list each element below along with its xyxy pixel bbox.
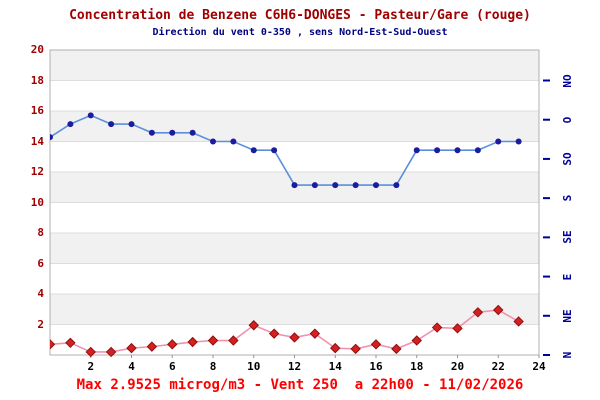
y-axis-label: 4 [37,287,44,300]
wind-point [189,129,196,136]
benzene-point [207,335,219,346]
benzene-point [289,332,300,343]
benzene-point [330,342,341,354]
compass-label: S [561,194,574,202]
y-axis-label: 2 [37,317,44,331]
wind-direction-series [50,112,522,189]
x-axis-label: 10 [247,360,261,373]
benzene-point [167,339,178,350]
benzene-point [472,307,484,318]
wind-point [413,147,420,154]
wind-point [50,134,53,141]
benzene-point [513,316,524,327]
y-axis-label: 8 [37,226,44,239]
benzene-point [268,328,280,339]
compass-label: SO [561,152,574,166]
x-axis-label: 14 [328,360,342,373]
wind-point [87,112,94,119]
x-axis-label: 12 [287,360,302,373]
benzene-point [146,341,158,352]
wind-point [454,147,461,154]
wind-point [352,182,359,189]
wind-point [250,147,257,154]
wind-point [108,121,115,128]
y-axis-label: 10 [30,195,44,209]
wind-point [271,147,278,154]
wind-point [169,129,176,136]
benzene-point [228,335,239,346]
benzene-point [65,337,76,349]
benzene-point [431,322,443,333]
y-axis-label: 20 [30,43,44,56]
wind-point [67,121,74,128]
benzene-series [50,304,524,358]
wind-point [230,138,237,145]
x-axis-label: 6 [168,360,176,373]
wind-point [373,182,379,189]
wind-point [393,182,400,189]
compass-label: O [561,116,574,124]
wind-point [434,147,441,154]
chart-subtitle: Direction du vent 0-350 , sens Nord-Est-… [152,27,448,38]
x-axis-label: 18 [410,360,424,373]
wind-point [515,138,522,145]
benzene-point [391,343,402,355]
benzene-point [350,343,361,355]
benzene-point [187,336,198,348]
compass-label: E [561,273,574,280]
compass-label: NO [561,73,574,88]
benzene-point [493,304,504,316]
benzene-point [50,339,56,350]
compass-label: N [561,351,574,359]
y-axis-label: 14 [30,134,44,148]
benzene-point [105,346,117,358]
wind-point [311,182,318,189]
x-axis-label: 24 [532,360,546,373]
benzene-point [370,339,382,350]
chart-title: Concentration de Benzene C6H6-DONGES - P… [69,8,531,23]
compass-label: SE [561,230,574,244]
benzene-point [85,346,96,358]
wind-point [210,138,216,145]
wind-point [148,129,155,136]
y-axis-label: 6 [37,256,44,270]
wind-point [474,147,481,154]
x-axis-label: 16 [369,360,383,373]
max-annotation: Max 2.9525 microg/m3 - Vent 250 a 22h00 … [76,377,524,393]
benzene-point [309,328,321,339]
wind-point [291,182,298,189]
y-axis-label: 18 [30,73,44,87]
y-axis-label: 12 [30,165,44,178]
x-axis-label: 2 [87,360,95,373]
wind-point [332,182,339,189]
x-axis-label: 4 [128,360,135,373]
x-axis-label: 20 [450,360,465,373]
benzene-point [126,342,137,354]
benzene-point [411,335,422,346]
y-axis-label: 16 [30,104,44,117]
x-axis-label: 8 [209,360,217,373]
benzene-point [452,323,463,334]
compass-label: NE [561,309,574,323]
wind-point [495,138,502,145]
benzene-point [248,320,259,331]
wind-point [128,121,135,128]
x-axis-label: 22 [491,360,505,373]
